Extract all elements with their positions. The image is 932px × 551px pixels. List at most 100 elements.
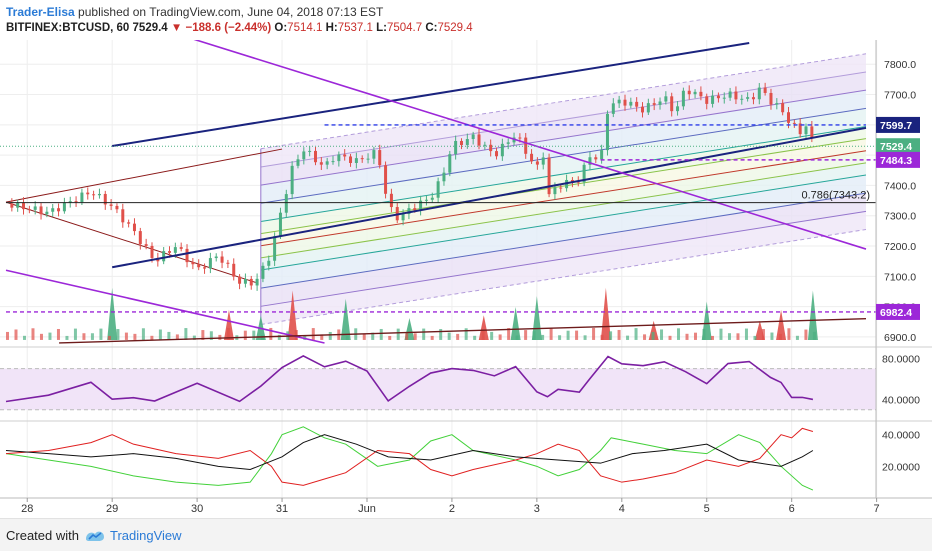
candle-body	[687, 90, 691, 95]
author-link[interactable]: Trader-Elisa	[6, 5, 75, 19]
candle-body	[319, 162, 323, 165]
candle-body	[10, 203, 14, 208]
rsi-tick-label: 40.0000	[882, 394, 920, 406]
price-tick-label: 7200.0	[884, 241, 916, 253]
channel-band	[260, 211, 866, 325]
volume-bar	[252, 330, 256, 340]
volume-bar	[634, 328, 638, 340]
rsi-line	[5, 354, 814, 403]
volume-bar	[99, 328, 103, 340]
price-labels: 7599.7 7529.4 7484.3 6982.4	[876, 116, 920, 320]
candle-body	[623, 99, 627, 106]
candle-body	[238, 276, 242, 284]
candle-body	[419, 200, 423, 211]
channel-line	[260, 192, 867, 289]
lower-trend-line	[111, 126, 867, 269]
open-label: O:	[274, 22, 288, 34]
volume-bar	[583, 335, 587, 340]
publish-line: Trader-Elisa published on TradingView.co…	[6, 5, 383, 19]
candle-body	[810, 126, 814, 139]
symbol-label[interactable]: BITFINEX:BTCUSD, 60	[6, 22, 130, 34]
channel-band	[260, 90, 866, 204]
candle-body	[641, 106, 645, 113]
tradingview-brand[interactable]: TradingView	[110, 528, 182, 543]
candle-body	[693, 91, 697, 95]
candle-body	[535, 161, 539, 165]
volume-spike	[648, 320, 659, 340]
volume-bar	[422, 328, 426, 340]
candle-body	[232, 263, 236, 277]
volume-bar	[600, 334, 604, 340]
price-label-text: 6982.4	[880, 307, 912, 319]
candle-body	[22, 202, 26, 210]
channel-line	[260, 107, 867, 204]
volume-bar	[515, 335, 519, 340]
descending-line	[193, 40, 867, 250]
candle-body	[617, 99, 621, 104]
candle-body	[115, 205, 119, 210]
price-tick-label: 7700.0	[884, 90, 916, 102]
candle-body	[757, 87, 761, 100]
volume-bar	[490, 331, 494, 340]
volume-bar	[761, 329, 765, 340]
volume-bar	[379, 328, 383, 340]
time-tick-label: Jun	[358, 503, 376, 515]
candle-body	[284, 194, 288, 213]
close-label: C:	[425, 22, 438, 34]
volume-bar	[269, 327, 273, 340]
candle-body	[132, 223, 136, 232]
candle-body	[378, 150, 382, 166]
volume-spike	[807, 290, 818, 340]
candle-body	[716, 95, 720, 99]
tradingview-logo-icon[interactable]	[84, 527, 106, 543]
candle-body	[553, 187, 557, 195]
chart-area[interactable]: 0.786(7343.2) 7800.07700.07600.07500.074…	[0, 0, 932, 518]
candle-body	[39, 206, 43, 215]
volume-bar	[141, 328, 145, 340]
volume-spike	[287, 290, 298, 340]
volume-spike	[255, 315, 266, 340]
volume-bar	[294, 330, 298, 340]
channel-line	[260, 138, 867, 235]
candle-body	[109, 204, 113, 206]
candle-body	[191, 262, 195, 265]
volume-bar	[192, 335, 196, 340]
volume-bar	[668, 335, 672, 340]
channel-line	[260, 126, 867, 222]
candle-body	[495, 151, 499, 157]
volume-bar	[116, 329, 120, 340]
volume-bar	[65, 335, 69, 340]
channel-band	[260, 126, 866, 234]
volume-bar	[617, 329, 621, 340]
candle-body	[243, 278, 247, 284]
price-tick-label: 7300.0	[884, 211, 916, 223]
candle-body	[670, 96, 674, 112]
volume-bar	[320, 334, 324, 340]
candle-body	[424, 199, 428, 201]
candle-body	[121, 209, 125, 223]
time-tick-label: 29	[106, 503, 118, 515]
candle-body	[138, 231, 142, 245]
channel-band	[260, 53, 866, 167]
volume-bar	[812, 331, 816, 340]
volume-bar	[22, 335, 26, 340]
volume-bar	[694, 332, 697, 340]
volume-bar	[447, 332, 451, 340]
volume-bar	[541, 334, 545, 340]
volume-bar	[167, 331, 171, 340]
volume-bar	[456, 333, 460, 340]
volume-bar	[498, 334, 502, 340]
candle-body	[407, 208, 411, 215]
candle-body	[769, 92, 773, 105]
created-with-label: Created with	[6, 528, 79, 543]
candle-body	[185, 248, 189, 263]
candle-body	[570, 179, 574, 182]
price-label-box	[876, 116, 920, 133]
candle-body	[763, 87, 767, 93]
candle-body	[127, 222, 131, 224]
down-arrow-icon: ▼	[170, 22, 183, 34]
volume-bar	[430, 335, 434, 340]
volume-bar	[524, 330, 528, 340]
channel-band	[260, 108, 866, 222]
candle-body	[401, 214, 405, 221]
